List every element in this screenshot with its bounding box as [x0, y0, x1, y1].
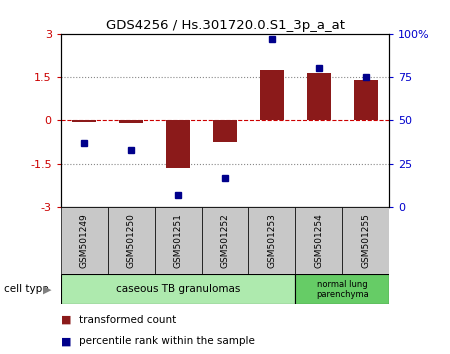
Bar — [354, 80, 378, 120]
Text: GSM501255: GSM501255 — [361, 213, 370, 268]
Text: transformed count: transformed count — [79, 315, 176, 325]
Text: ■: ■ — [61, 315, 71, 325]
Text: GSM501250: GSM501250 — [126, 213, 135, 268]
Text: GSM501249: GSM501249 — [80, 213, 89, 268]
Text: percentile rank within the sample: percentile rank within the sample — [79, 336, 255, 346]
Bar — [295, 207, 342, 274]
Bar — [260, 70, 284, 120]
Bar — [342, 207, 389, 274]
Bar — [166, 120, 190, 168]
Bar — [61, 274, 295, 304]
Bar — [295, 274, 389, 304]
Text: GSM501254: GSM501254 — [315, 213, 324, 268]
Text: normal lung
parenchyma: normal lung parenchyma — [316, 280, 369, 299]
Text: ▶: ▶ — [43, 284, 51, 295]
Text: ■: ■ — [61, 336, 71, 346]
Bar — [213, 120, 237, 142]
Bar — [119, 120, 143, 123]
Text: GSM501252: GSM501252 — [220, 213, 230, 268]
Text: GSM501253: GSM501253 — [267, 213, 276, 268]
Title: GDS4256 / Hs.301720.0.S1_3p_a_at: GDS4256 / Hs.301720.0.S1_3p_a_at — [105, 19, 345, 33]
Bar — [61, 207, 108, 274]
Text: caseous TB granulomas: caseous TB granulomas — [116, 284, 240, 295]
Text: cell type: cell type — [4, 284, 49, 295]
Bar — [307, 73, 331, 120]
Bar — [72, 120, 96, 122]
Text: GSM501251: GSM501251 — [174, 213, 183, 268]
Bar — [155, 207, 202, 274]
Bar — [248, 207, 295, 274]
Bar — [202, 207, 248, 274]
Bar — [108, 207, 155, 274]
